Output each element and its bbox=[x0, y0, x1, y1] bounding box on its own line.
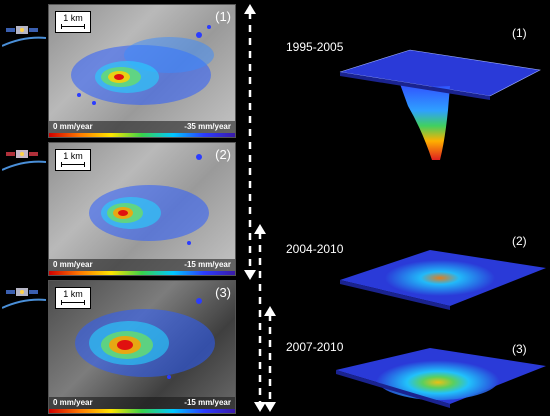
colorbar-1: 0 mm/year -35 mm/year bbox=[49, 121, 235, 137]
model-number-2: (2) bbox=[512, 234, 527, 248]
satellite-icon-3 bbox=[2, 288, 46, 309]
velocity-points-2 bbox=[89, 154, 209, 245]
scale-label: 1 km bbox=[63, 289, 83, 299]
deformation-map-2: 1 km (2) 0 mm/year -15 mm/year bbox=[48, 142, 236, 276]
scale-label: 1 km bbox=[63, 13, 83, 23]
colorbar-max-label: -15 mm/year bbox=[184, 260, 231, 269]
colorbar-min-label: 0 mm/year bbox=[53, 398, 93, 407]
panel-number-3: (3) bbox=[215, 285, 231, 300]
subsidence-surface-1 bbox=[339, 49, 541, 160]
model-number-1: (1) bbox=[512, 26, 527, 40]
colorbar-min-label: 0 mm/year bbox=[53, 122, 93, 131]
scale-bar-3: 1 km bbox=[55, 287, 91, 309]
double-arrow-icon bbox=[244, 4, 276, 412]
panel-number-2: (2) bbox=[215, 147, 231, 162]
period-label-2: 2004-2010 bbox=[286, 242, 344, 256]
model-number-3: (3) bbox=[512, 342, 527, 356]
colorbar-min-label: 0 mm/year bbox=[53, 260, 93, 269]
colorbar-3: 0 mm/year -15 mm/year bbox=[49, 397, 235, 413]
satellite-icon-2 bbox=[2, 150, 46, 171]
colorbar-max-label: -35 mm/year bbox=[184, 122, 231, 131]
velocity-points-3 bbox=[75, 298, 215, 379]
colorbar-2: 0 mm/year -15 mm/year bbox=[49, 259, 235, 275]
satellite-icon-1 bbox=[2, 26, 46, 47]
period-label-3: 2007-2010 bbox=[286, 340, 344, 354]
period-label-1: 1995-2005 bbox=[286, 40, 344, 54]
subsidence-surface-2 bbox=[340, 250, 546, 310]
scale-label: 1 km bbox=[63, 151, 83, 161]
colorbar-max-label: -15 mm/year bbox=[184, 398, 231, 407]
deformation-map-1: 1 km (1) 0 mm/year -35 mm/year bbox=[48, 4, 236, 138]
deformation-map-3: 1 km (3) 0 mm/year -15 mm/year bbox=[48, 280, 236, 414]
velocity-points-1 bbox=[71, 25, 214, 105]
panel-number-1: (1) bbox=[215, 9, 231, 24]
scale-bar-1: 1 km bbox=[55, 11, 91, 33]
subsidence-surface-3 bbox=[336, 348, 546, 408]
scale-bar-2: 1 km bbox=[55, 149, 91, 171]
